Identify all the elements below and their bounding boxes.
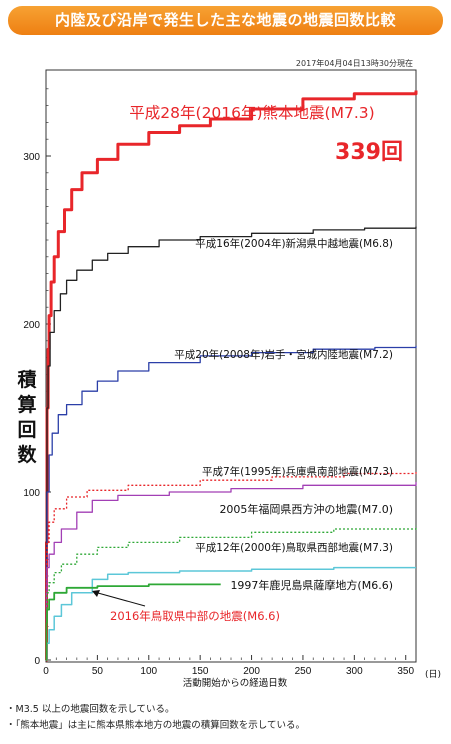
series-line-6 <box>45 525 417 661</box>
title-banner: 内陸及び沿岸で発生した主な地震の地震回数比較 <box>8 6 443 35</box>
x-tick-label: 300 <box>346 666 363 677</box>
highlight-count: 339回 <box>335 140 403 165</box>
y-axis-label-char: 回 <box>17 419 36 441</box>
annotation-arrow-head <box>92 590 100 597</box>
series-labels: 平成28年(2016年)熊本地震(M7.3) 平成16年(2004年)新潟県中越地… <box>110 104 393 623</box>
y-tick-label: 300 <box>23 152 40 163</box>
x-tick-label: 150 <box>192 666 209 677</box>
series-label-1: 平成28年(2016年)熊本地震(M7.3) <box>129 104 374 122</box>
series-label-8: 2016年鳥取県中部の地震(M6.6) <box>110 609 280 623</box>
y-axis: 0 100 200 300 積算回数 <box>17 88 51 667</box>
footnote-2: ・「熊本地震」は主に熊本県熊本地方の地震の積算回数を示している。 <box>6 720 305 731</box>
series-label-4: 平成7年(1995年)兵庫県南部地震(M7.3) <box>202 465 393 478</box>
plot-frame <box>45 69 417 663</box>
x-tick-label: 100 <box>140 666 157 677</box>
x-axis-unit: (日) <box>425 669 441 680</box>
y-tick-label: 100 <box>23 488 40 499</box>
footnotes: ・M3.5 以上の地震回数を示している。 ・「熊本地震」は主に熊本県熊本地方の地… <box>6 702 305 734</box>
x-axis: 0 50 100 150 200 250 300 350 活動開始からの経過日数 (日) <box>43 655 441 689</box>
x-tick-label: 200 <box>243 666 260 677</box>
series-label-5: 2005年福岡県西方沖の地震(M7.0) <box>219 502 393 516</box>
series-lines <box>45 90 418 662</box>
series-line-7 <box>46 566 416 661</box>
chart-annotations: 339回 <box>92 140 403 607</box>
annotation-arrow-line <box>97 592 146 607</box>
series-line-1 <box>45 90 418 662</box>
y-axis-label-char: 積 <box>17 368 36 391</box>
series-line-8 <box>45 583 221 661</box>
series-line-2 <box>45 226 417 661</box>
earthquake-count-chart: 0 50 100 150 200 250 300 350 活動開始からの経過日数 (日) 0 100… <box>17 69 441 689</box>
y-axis-label-char: 数 <box>17 443 37 466</box>
series-line-4 <box>45 470 417 661</box>
y-axis-label-char: 算 <box>17 393 36 416</box>
x-tick-label: 250 <box>295 666 312 677</box>
series-line-3 <box>45 345 417 661</box>
series-label-7: 1997年鹿児島県薩摩地方(M6.6) <box>230 578 393 592</box>
y-tick-label: 0 <box>34 656 40 667</box>
x-tick-label: 350 <box>397 666 414 677</box>
timestamp: 2017年04月04日13時30分現在 <box>295 59 413 68</box>
series-label-6: 平成12年(2000年)鳥取県西部地震(M7.3) <box>195 541 393 554</box>
y-tick-label: 200 <box>23 320 40 331</box>
series-line-5 <box>45 481 417 661</box>
footnote-1: ・M3.5 以上の地震回数を示している。 <box>6 704 175 715</box>
x-axis-label: 活動開始からの経過日数 <box>183 677 288 689</box>
x-tick-label: 50 <box>92 666 104 677</box>
series-label-3: 平成20年(2008年)岩手・宮城内陸地震(M7.2) <box>174 348 393 361</box>
series-label-2: 平成16年(2004年)新潟県中越地震(M6.8) <box>195 237 393 250</box>
x-tick-label: 0 <box>43 666 49 677</box>
